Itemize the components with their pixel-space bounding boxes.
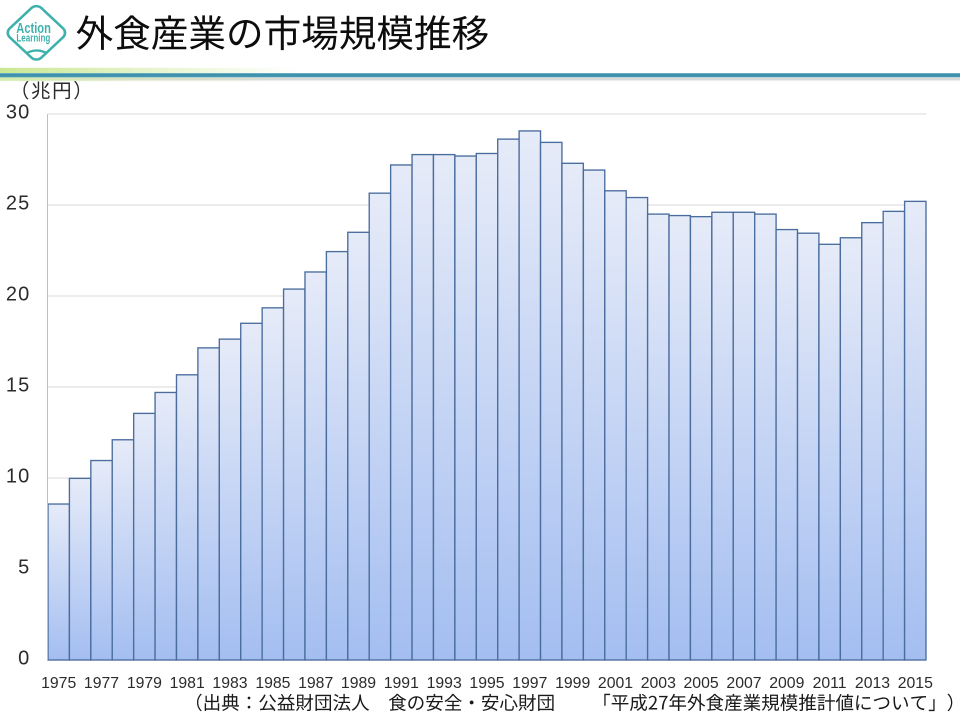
svg-text:2007: 2007 [726, 675, 761, 692]
svg-text:1997: 1997 [512, 675, 547, 692]
svg-text:1975: 1975 [41, 675, 76, 692]
svg-text:2005: 2005 [684, 675, 719, 692]
svg-text:1987: 1987 [298, 675, 333, 692]
svg-text:1983: 1983 [212, 675, 247, 692]
svg-text:2011: 2011 [813, 675, 847, 692]
svg-text:1977: 1977 [84, 675, 119, 692]
svg-text:10: 10 [6, 465, 31, 487]
svg-text:1991: 1991 [384, 675, 419, 692]
svg-text:1985: 1985 [255, 675, 290, 692]
svg-text:15: 15 [6, 374, 31, 396]
svg-text:2013: 2013 [855, 675, 890, 692]
svg-text:1999: 1999 [555, 675, 590, 692]
svg-text:Learning: Learning [16, 33, 50, 45]
svg-text:20: 20 [6, 283, 31, 305]
svg-text:25: 25 [6, 192, 31, 214]
svg-text:Action: Action [16, 20, 51, 37]
svg-text:5: 5 [18, 556, 30, 578]
svg-text:0: 0 [18, 647, 30, 669]
svg-text:1989: 1989 [341, 675, 376, 692]
svg-text:2003: 2003 [641, 675, 676, 692]
svg-text:2001: 2001 [598, 675, 633, 692]
svg-text:1993: 1993 [427, 675, 462, 692]
svg-text:30: 30 [6, 101, 31, 123]
svg-text:1979: 1979 [127, 675, 162, 692]
svg-text:1981: 1981 [170, 675, 205, 692]
svg-text:2009: 2009 [769, 675, 804, 692]
svg-text:2015: 2015 [898, 675, 933, 692]
svg-text:1995: 1995 [469, 675, 504, 692]
